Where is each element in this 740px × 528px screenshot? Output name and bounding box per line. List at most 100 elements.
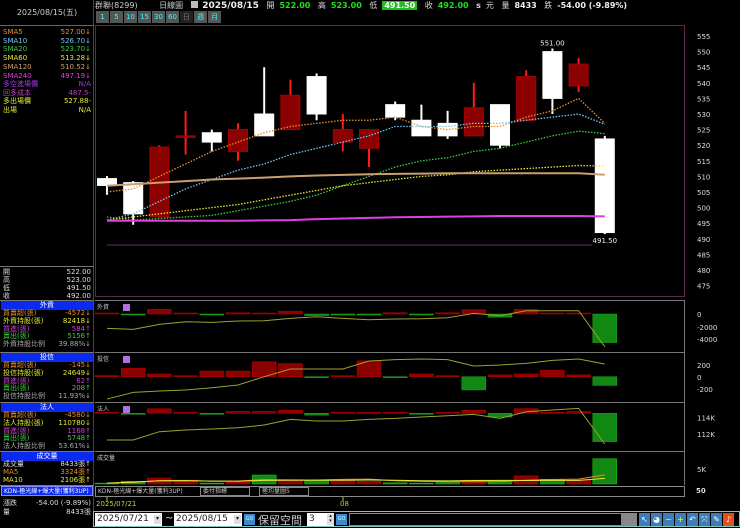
- flow-value: 3324張↑: [60, 467, 91, 476]
- net-bar: [225, 411, 251, 414]
- start-date-input[interactable]: 2025/07/21: [95, 513, 162, 526]
- pen-icon[interactable]: ✎: [711, 513, 722, 526]
- open-label: 開: [266, 1, 275, 10]
- period-tabs: 1 5 10 15 30 60 日週月: [96, 11, 221, 24]
- kd-indicator-label[interactable]: KDN-極光線+爆大量(獲利3UP): [1, 486, 93, 496]
- indicator-select[interactable]: KDN-極光線+爆大量(獲利3UP): [98, 488, 183, 495]
- price-tick-label: 510: [697, 173, 710, 181]
- net-bar: [278, 363, 303, 377]
- unit-label: 元: [485, 1, 494, 10]
- price-chart: [95, 25, 685, 297]
- flow-label: 買賣超(張): [3, 411, 37, 420]
- ohlc-label: 低: [3, 284, 10, 292]
- ma-value: 527.00↓: [60, 28, 91, 36]
- zoom-out-icon[interactable]: −: [663, 513, 674, 526]
- flow-value: 24649↓: [62, 368, 91, 377]
- candle: [516, 76, 537, 121]
- net-bar: [330, 375, 356, 377]
- price-tick-label: 505: [697, 189, 710, 197]
- extra-label: 多出場價: [3, 97, 31, 106]
- ohlc-label: 收: [3, 292, 10, 300]
- range-tilde: ~: [165, 513, 174, 524]
- flow-row: 外資持股比例 39.88%↓: [3, 340, 91, 349]
- scrollbar-thumb[interactable]: [621, 514, 636, 525]
- indicator-select-3[interactable]: 極均量圖5: [259, 487, 309, 496]
- ma-value: 497.19↓: [60, 71, 91, 80]
- undo-icon[interactable]: ↶: [687, 513, 698, 526]
- high-label: 高: [317, 1, 326, 10]
- tab-period-1[interactable]: 1: [96, 11, 109, 23]
- stock-name: 群聯(8299): [95, 1, 138, 10]
- fit-icon[interactable]: ⤧: [699, 513, 710, 526]
- x-axis-month: 08: [340, 500, 349, 508]
- end-date-input[interactable]: 2025/08/15: [174, 513, 242, 526]
- end-date-dropdown-icon[interactable]: ▾: [234, 515, 241, 524]
- tab-period-10[interactable]: 10: [124, 11, 137, 23]
- net-bar: [435, 375, 460, 377]
- quote-date: 2025/08/15: [202, 1, 259, 11]
- net-bar: [513, 373, 539, 377]
- flow-label: 賣出(張): [3, 384, 30, 393]
- ma-line-sma60: [106, 164, 605, 221]
- candle: [385, 104, 406, 118]
- net-bar: [592, 376, 618, 386]
- flow-value: -145↓: [69, 361, 91, 370]
- summary-value: 8433張: [66, 508, 91, 516]
- trust-panel: 投信: [95, 352, 685, 402]
- ma-value: 526.70↓: [60, 36, 91, 45]
- tab-period-月[interactable]: 月: [208, 11, 221, 23]
- price-annotation: 491.50: [593, 237, 618, 245]
- foreign-panel: 外資: [95, 300, 685, 352]
- cursor-icon[interactable]: ↖: [639, 513, 650, 526]
- tab-period-15[interactable]: 15: [138, 11, 151, 23]
- extra-value: N/A: [78, 80, 91, 88]
- ohlc-value: 523.00: [66, 276, 92, 284]
- net-bar: [199, 413, 225, 415]
- tab-period-5[interactable]: 5: [110, 11, 123, 23]
- tab-period-週[interactable]: 週: [194, 11, 207, 23]
- net-bar: [409, 373, 434, 377]
- net-bar: [540, 369, 565, 377]
- go-button-2[interactable]: GO: [336, 514, 347, 525]
- zoom-in-icon[interactable]: +: [675, 513, 686, 526]
- flow-label: 投信持股(張): [3, 368, 44, 377]
- volume-tick-label: 5K: [697, 466, 706, 474]
- extra-label: 回多成本: [3, 88, 31, 97]
- ohlc-row: 高 523.00: [3, 276, 91, 284]
- panel-tick-label: -200: [697, 386, 713, 394]
- flow-value: 5748↑: [67, 434, 91, 443]
- start-date-dropdown-icon[interactable]: ▾: [154, 515, 161, 524]
- table-icon[interactable]: [123, 304, 130, 311]
- flow-value: 1168↑: [67, 426, 91, 435]
- candle: [359, 129, 379, 149]
- tab-period-30[interactable]: 30: [152, 11, 165, 23]
- extra-label: 多空進場價: [3, 80, 38, 88]
- inst-panel: 法人: [95, 402, 685, 451]
- table-icon[interactable]: [123, 356, 130, 363]
- indicator-select-2[interactable]: 委付指標: [200, 487, 250, 496]
- flow-label: 外資持股(張): [3, 316, 44, 325]
- net-bar: [147, 309, 172, 315]
- chart-scrollbar[interactable]: [349, 513, 637, 526]
- table-icon[interactable]: [123, 406, 130, 413]
- flow-row: 賣出(張) 5156↑: [3, 332, 91, 341]
- tab-period-60[interactable]: 60: [166, 11, 179, 23]
- price-tick-label: 545: [697, 64, 710, 72]
- ma-value: 523.70↓: [60, 45, 91, 54]
- alert-bell-icon[interactable]: ♪: [723, 513, 734, 526]
- ma-row-sma60: SMA60 513.28↓: [3, 54, 91, 62]
- close-label: 收: [424, 1, 433, 10]
- flow-label: 成交量: [3, 460, 24, 469]
- go-button[interactable]: GO: [244, 514, 255, 525]
- reserve-spinner[interactable]: ▴ ▾: [327, 514, 334, 525]
- tab-period-日[interactable]: 日: [180, 11, 193, 23]
- ohlc-row: 低 491.50: [3, 284, 91, 292]
- clock-icon[interactable]: ◕: [651, 513, 662, 526]
- divider: [0, 451, 94, 452]
- flow-row: 買進(張) 584↑: [3, 325, 91, 334]
- net-bar: [435, 312, 460, 315]
- net-bar: [304, 313, 329, 316]
- x-axis-start-date: 2025/07/21: [96, 500, 137, 508]
- flow-row: 買進(張) 62↑: [3, 377, 91, 386]
